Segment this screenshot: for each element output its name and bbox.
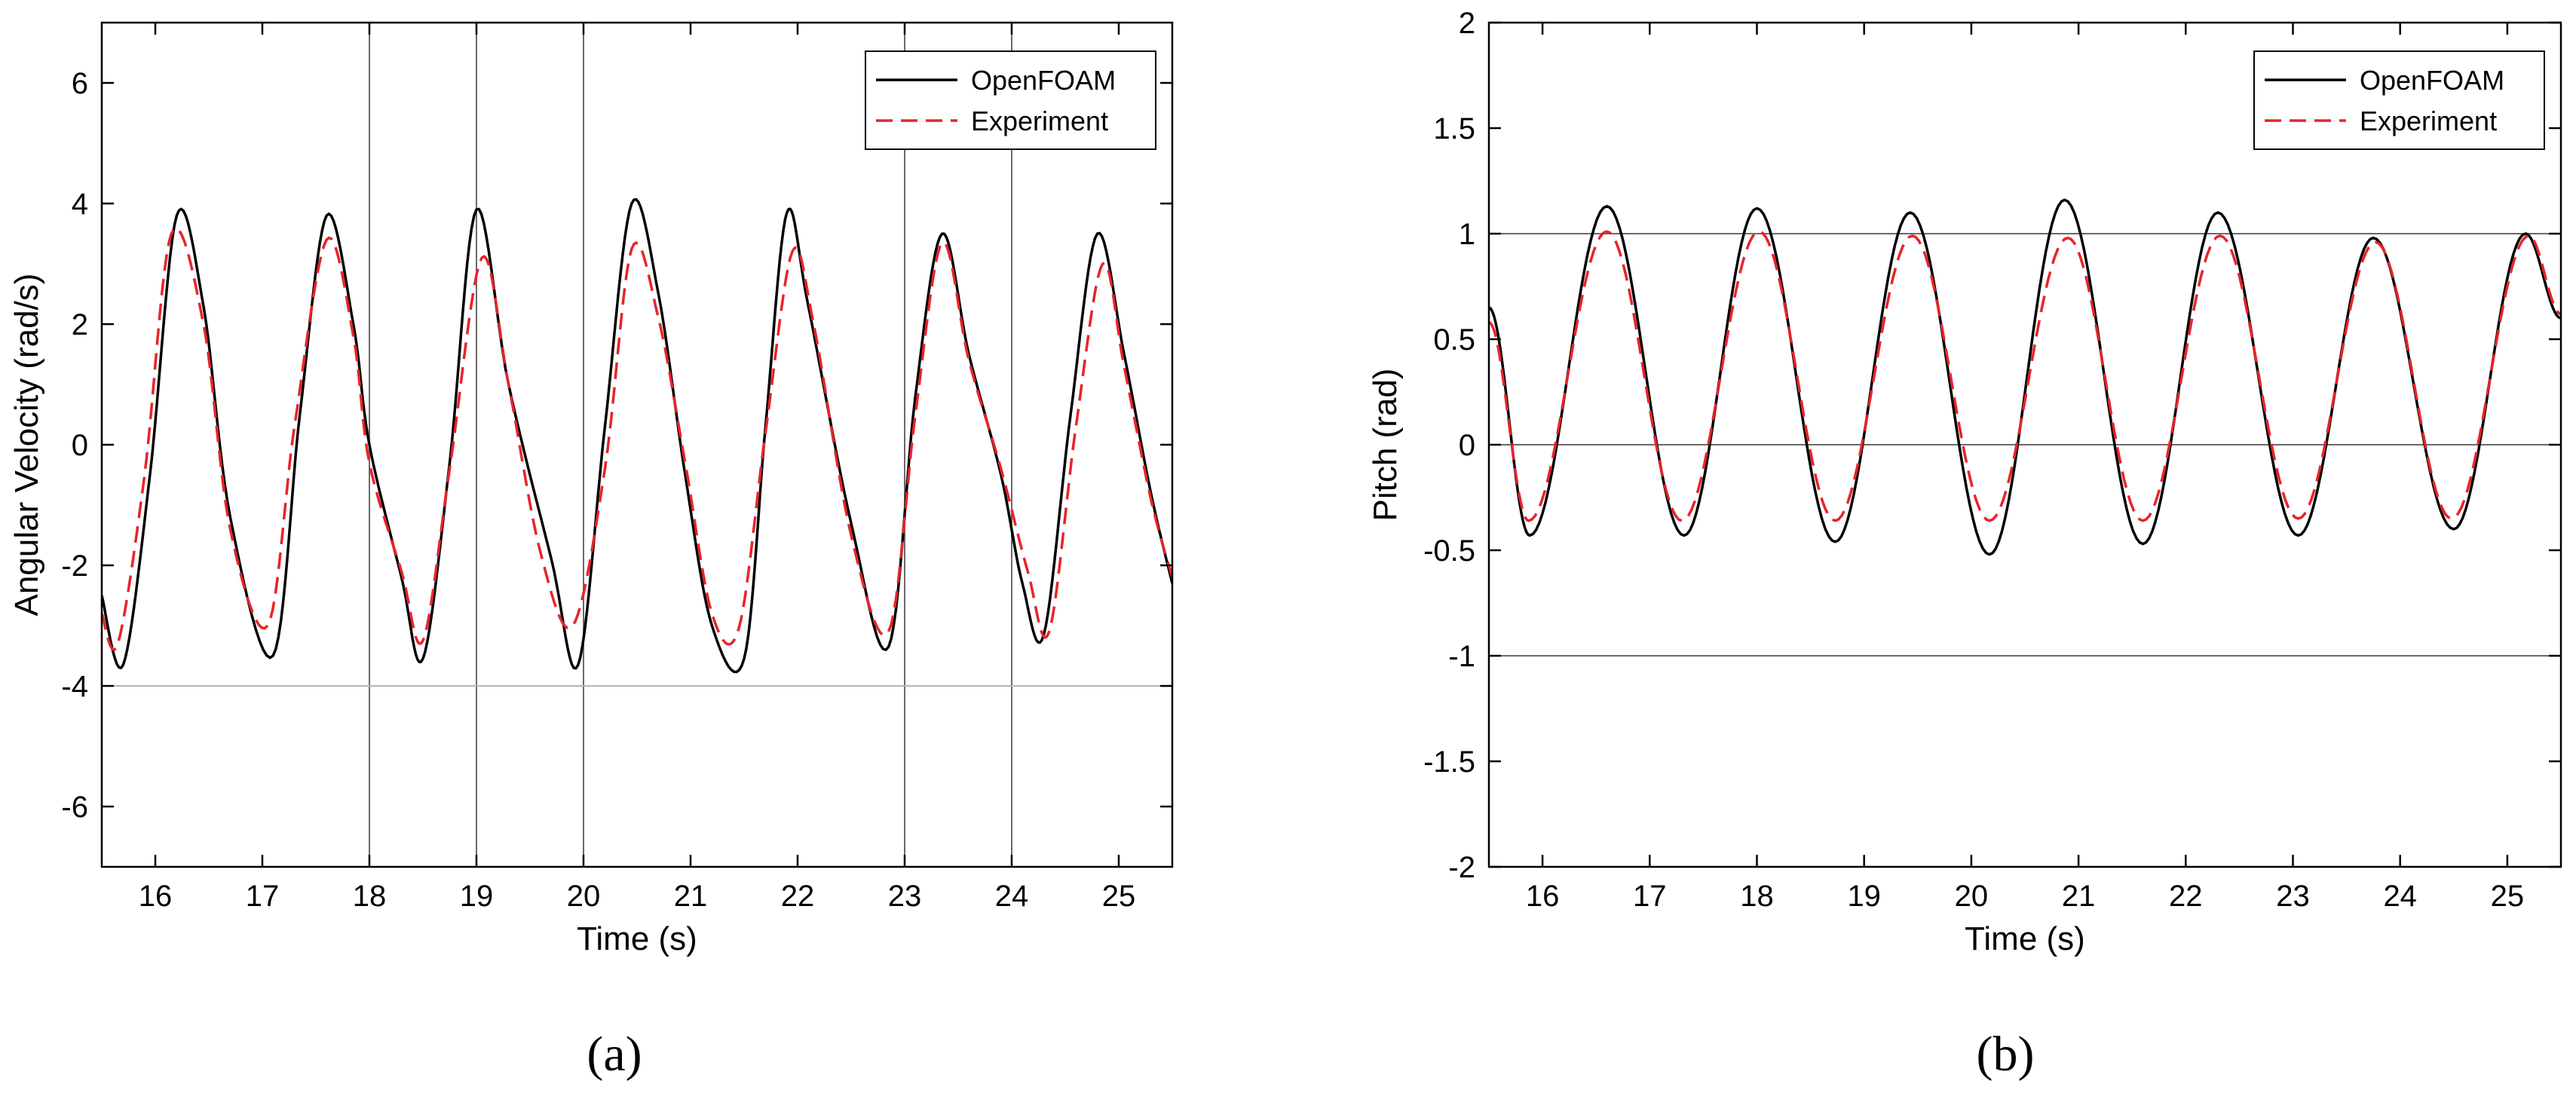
x-tick-label: 18 [1740, 880, 1774, 913]
x-tick-label: 20 [1955, 880, 1989, 913]
x-tick-label: 24 [995, 880, 1029, 913]
legend-label: OpenFOAM [2360, 65, 2504, 96]
x-tick-label: 16 [1526, 880, 1560, 913]
legend-label: OpenFOAM [971, 65, 1116, 96]
legend: OpenFOAM Experiment [2253, 51, 2545, 150]
x-tick-label: 16 [139, 880, 173, 913]
series-line-openfoam [1489, 198, 2561, 556]
panel-label: (a) [587, 1027, 642, 1082]
x-tick-label: 21 [674, 880, 708, 913]
x-tick-label: 18 [353, 880, 387, 913]
y-tick-label: -2 [1448, 851, 1475, 884]
legend-box [2253, 51, 2545, 150]
y-tick-label: -4 [61, 670, 88, 703]
y-tick-label: -1 [1448, 640, 1475, 673]
y-tick-label: 0 [72, 429, 88, 462]
x-tick-label: 22 [781, 880, 815, 913]
y-axis-title: Angular Velocity (rad/s) [8, 274, 45, 617]
series-group [1489, 198, 2561, 556]
x-tick-label: 22 [2169, 880, 2203, 913]
series-group [102, 197, 1172, 674]
x-tick-label: 23 [888, 880, 922, 913]
y-tick-label: 2 [72, 308, 88, 341]
y-tick-label: -1.5 [1423, 745, 1475, 779]
legend-box [865, 51, 1156, 150]
series-line-experiment [1489, 230, 2561, 522]
y-axis-title: Pitch (rad) [1367, 369, 1404, 522]
panel-b: 16 17 18 19 20 21 22 23 24 25 -2 -1.5 -1 -0.5 0 0.5 1 1.5… [1367, 7, 2562, 1082]
series-line-openfoam [102, 197, 1172, 674]
x-axis-title: Time (s) [1965, 920, 2085, 957]
y-tick-label: -2 [61, 550, 88, 583]
legend-label: Experiment [971, 106, 1108, 136]
y-tick-label: 6 [72, 67, 88, 100]
x-tick-label: 25 [1102, 880, 1136, 913]
x-tick-label: 17 [1633, 880, 1667, 913]
legend-label: Experiment [2360, 106, 2497, 136]
x-tick-label: 17 [246, 880, 280, 913]
panel-label: (b) [1977, 1027, 2035, 1082]
x-tick-label: 21 [2062, 880, 2096, 913]
x-tick-label: 19 [460, 880, 494, 913]
y-tick-label: 1.5 [1433, 112, 1475, 145]
x-tick-label: 23 [2276, 880, 2310, 913]
y-tick-label: 2 [1459, 7, 1475, 40]
x-tick-label: 24 [2383, 880, 2417, 913]
legend: OpenFOAM Experiment [865, 51, 1156, 150]
y-tick-label: -0.5 [1423, 534, 1475, 568]
y-tick-label: 4 [72, 188, 88, 221]
x-tick-label: 25 [2491, 880, 2525, 913]
y-tick-label: -6 [61, 791, 88, 824]
x-axis-title: Time (s) [577, 920, 697, 957]
y-tick-label: 0 [1459, 429, 1475, 462]
y-tick-label: 1 [1459, 218, 1475, 251]
x-tick-label: 20 [567, 880, 601, 913]
series-line-experiment [102, 227, 1172, 651]
x-tick-label: 19 [1847, 880, 1881, 913]
y-tick-label: 0.5 [1433, 323, 1475, 357]
